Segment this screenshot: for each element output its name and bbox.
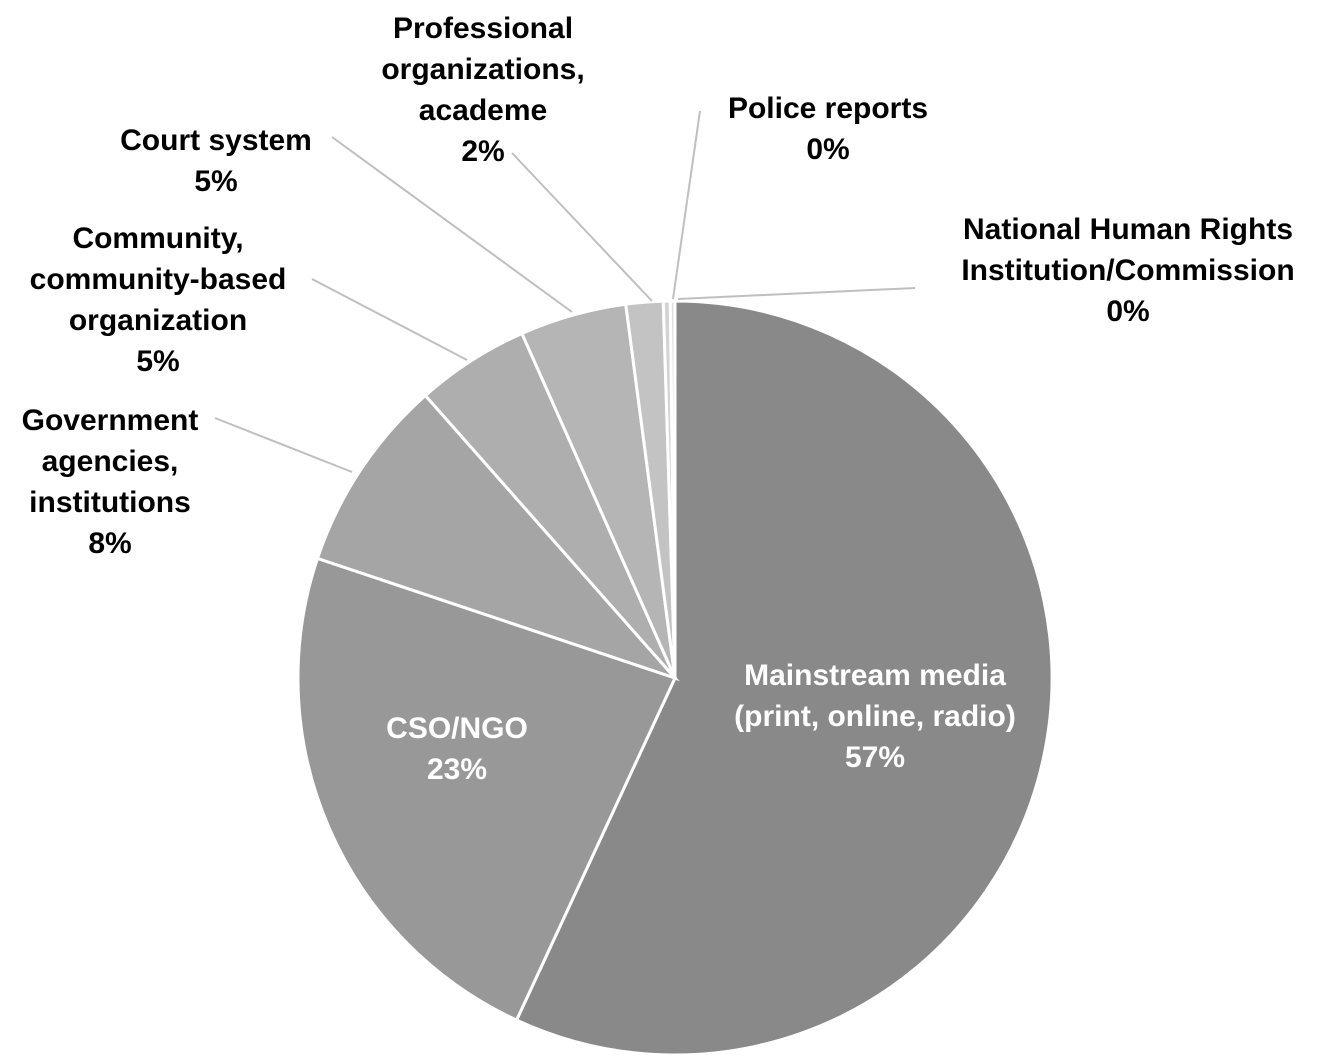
slice-label-mainstream: Mainstream media (print, online, radio) 57…: [734, 659, 1016, 774]
slice-percent-community: 5%: [136, 345, 179, 378]
slice-name-line-court: Court system: [120, 124, 312, 157]
slice-percent-mainstream: 57%: [845, 741, 905, 774]
slice-percent-professional: 2%: [461, 135, 504, 168]
leader-line-police: [672, 110, 701, 300]
slice-name-line-professional: Professional: [393, 12, 573, 45]
slice-name-line-community: organization: [69, 304, 247, 337]
slice-label-nhri: National Human Rights Institution/Commiss…: [961, 213, 1294, 328]
slice-name-line-mainstream: Mainstream media: [744, 659, 1006, 692]
slice-name-line-nhri: Institution/Commission: [961, 254, 1294, 287]
slice-name-line-government: Government: [22, 404, 199, 437]
pie-slices: [296, 299, 1054, 1055]
slice-name-line-nhri: National Human Rights: [963, 213, 1293, 246]
slice-label-police: Police reports 0%: [728, 92, 928, 166]
pie-slice-nhri: [668, 299, 677, 679]
slice-name-line-police: Police reports: [728, 92, 928, 125]
leader-line-community: [311, 278, 468, 361]
leader-line-nhri: [677, 287, 916, 300]
slice-percent-nhri: 0%: [1106, 295, 1149, 328]
slice-percent-court: 5%: [194, 165, 237, 198]
leader-lines: [214, 110, 916, 473]
slice-name-line-professional: organizations,: [381, 53, 584, 86]
leader-line-professional: [511, 152, 653, 302]
slice-percent-cso: 23%: [427, 753, 487, 786]
slice-name-line-community: Community,: [72, 222, 243, 255]
slice-name-line-government: institutions: [29, 486, 191, 519]
pie-slice-mainstream: [514, 299, 1054, 1055]
slice-labels: Mainstream media (print, online, radio) 57…: [22, 12, 1295, 786]
leader-line-court: [331, 136, 573, 313]
slice-name-line-professional: academe: [419, 94, 547, 127]
slice-label-cso: CSO/NGO 23%: [386, 712, 528, 786]
slice-percent-government: 8%: [88, 527, 131, 560]
slice-label-community: Community, community-based organization 5%: [30, 222, 287, 378]
slice-label-government: Government agencies, institutions 8%: [22, 404, 199, 560]
slice-name-line-community: community-based: [30, 263, 287, 296]
pie-slice-cso: [296, 556, 678, 1023]
pie-slice-government: [315, 393, 680, 682]
slice-name-line-government: agencies,: [42, 445, 179, 478]
slice-name-line-cso: CSO/NGO: [386, 712, 528, 745]
leader-line-government: [214, 417, 353, 473]
slice-label-professional: Professional organizations, academe 2%: [381, 12, 584, 168]
slice-label-court: Court system 5%: [120, 124, 312, 198]
slice-name-line-mainstream: (print, online, radio): [734, 700, 1016, 733]
slice-percent-police: 0%: [806, 133, 849, 166]
